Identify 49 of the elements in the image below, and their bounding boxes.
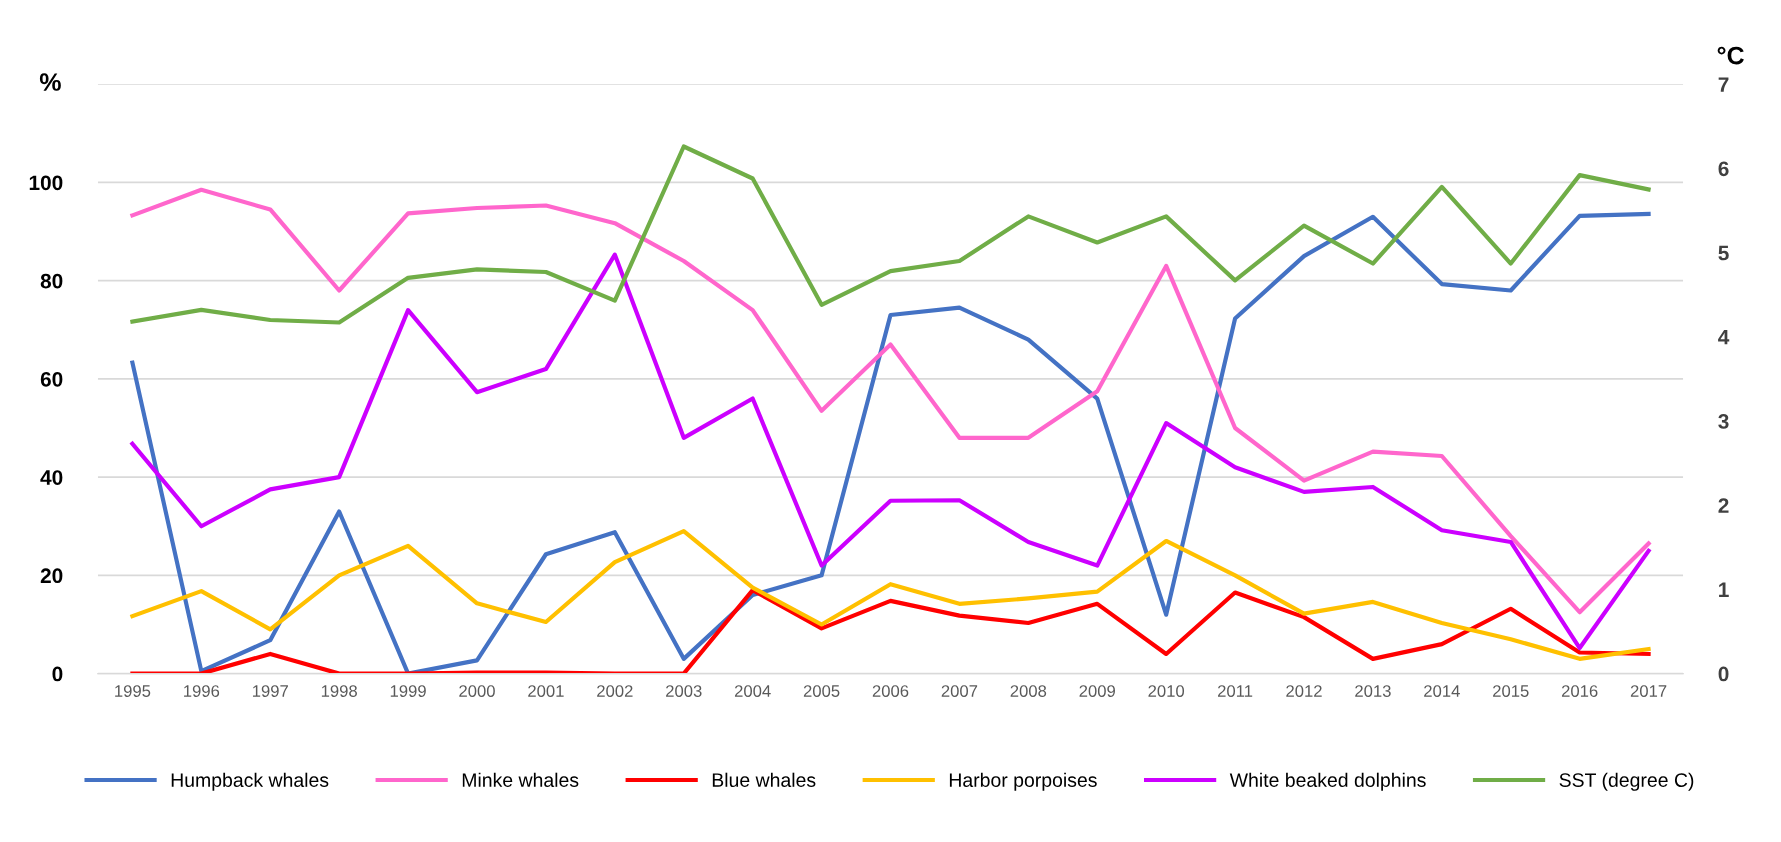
y-tick-label: 0 (52, 666, 63, 682)
x-tick-label: 2003 (666, 685, 702, 697)
y-tick-label: 20 (40, 568, 63, 584)
x-tick-label: 2000 (459, 685, 495, 697)
x-tick-label: 1999 (390, 685, 426, 697)
x-tick-label: 2017 (1630, 685, 1667, 697)
line-series (130, 187, 1651, 615)
line-series (130, 588, 1651, 674)
x-tick-label: 2006 (872, 685, 909, 697)
legend-label: Harbor porpoises (949, 772, 1097, 791)
x-tick-label: 1996 (184, 685, 220, 697)
x-tick-label: 2007 (941, 685, 978, 697)
x-tick-label: 2010 (1148, 685, 1185, 697)
x-tick-label: 2014 (1424, 685, 1460, 697)
x-tick-label: 2013 (1355, 685, 1391, 697)
x-tick-label: 2008 (1010, 685, 1047, 697)
x-tick-label: 2001 (528, 685, 564, 697)
line-series (130, 529, 1651, 661)
y2-tick-label: 3 (1718, 414, 1729, 429)
legend-label: White beaked dolphins (1229, 772, 1426, 791)
y-tick-label: 100 (29, 175, 63, 191)
x-tick-label: 2015 (1493, 685, 1529, 697)
y2-tick-label: 2 (1718, 498, 1729, 513)
y2-axis-title: °C (1717, 46, 1744, 65)
legend-label: Blue whales (712, 772, 816, 787)
x-tick-label: 2004 (734, 685, 771, 697)
line-series (130, 144, 1651, 325)
y2-tick-label: 0 (1718, 666, 1729, 682)
y-tick-label: 80 (40, 273, 63, 289)
y-axis-title: % (39, 73, 61, 91)
x-tick-label: 2009 (1079, 685, 1115, 697)
x-tick-label: 1998 (321, 685, 357, 697)
x-tick-label: 2002 (597, 685, 633, 697)
y-tick-label: 40 (40, 470, 63, 485)
x-tick-label: 2016 (1561, 685, 1598, 697)
x-tick-label: 1997 (252, 685, 288, 697)
y2-tick-label: 6 (1718, 161, 1729, 177)
legend-label: Humpback whales (171, 772, 329, 791)
y2-tick-label: 5 (1718, 245, 1729, 261)
y2-tick-label: 7 (1718, 77, 1729, 92)
y-tick-label: 60 (40, 371, 63, 387)
x-tick-label: 2011 (1218, 685, 1253, 697)
x-tick-label: 2005 (803, 685, 840, 697)
x-tick-label: 1995 (115, 685, 151, 697)
y2-tick-label: 4 (1718, 330, 1730, 345)
y2-tick-label: 1 (1719, 582, 1729, 597)
legend-label: SST (degree C) (1559, 772, 1694, 791)
x-tick-label: 2012 (1286, 685, 1322, 697)
legend-label: Minke whales (462, 772, 579, 787)
